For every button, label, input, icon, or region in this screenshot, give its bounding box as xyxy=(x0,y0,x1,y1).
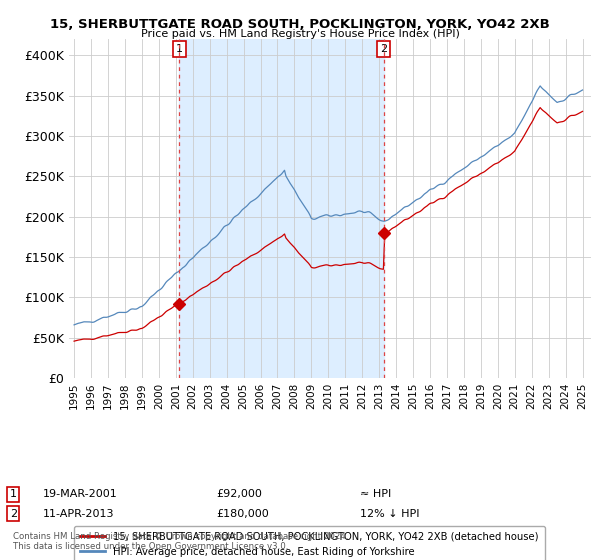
Bar xyxy=(179,39,384,378)
Text: ≈ HPI: ≈ HPI xyxy=(360,489,391,500)
Text: 19-MAR-2001: 19-MAR-2001 xyxy=(43,489,118,500)
Text: Price paid vs. HM Land Registry's House Price Index (HPI): Price paid vs. HM Land Registry's House … xyxy=(140,29,460,39)
Text: 12% ↓ HPI: 12% ↓ HPI xyxy=(360,508,419,519)
Text: £92,000: £92,000 xyxy=(216,489,262,500)
Text: Contains HM Land Registry data © Crown copyright and database right 2024.
This d: Contains HM Land Registry data © Crown c… xyxy=(13,531,349,551)
Text: 15, SHERBUTTGATE ROAD SOUTH, POCKLINGTON, YORK, YO42 2XB: 15, SHERBUTTGATE ROAD SOUTH, POCKLINGTON… xyxy=(50,18,550,31)
Text: 11-APR-2013: 11-APR-2013 xyxy=(43,508,115,519)
Text: 2: 2 xyxy=(10,508,17,519)
Legend: 15, SHERBUTTGATE ROAD SOUTH, POCKLINGTON, YORK, YO42 2XB (detached house), HPI: : 15, SHERBUTTGATE ROAD SOUTH, POCKLINGTON… xyxy=(74,526,545,560)
Text: 1: 1 xyxy=(176,44,183,54)
Text: £180,000: £180,000 xyxy=(216,508,269,519)
Text: 1: 1 xyxy=(10,489,17,500)
Text: 2: 2 xyxy=(380,44,388,54)
